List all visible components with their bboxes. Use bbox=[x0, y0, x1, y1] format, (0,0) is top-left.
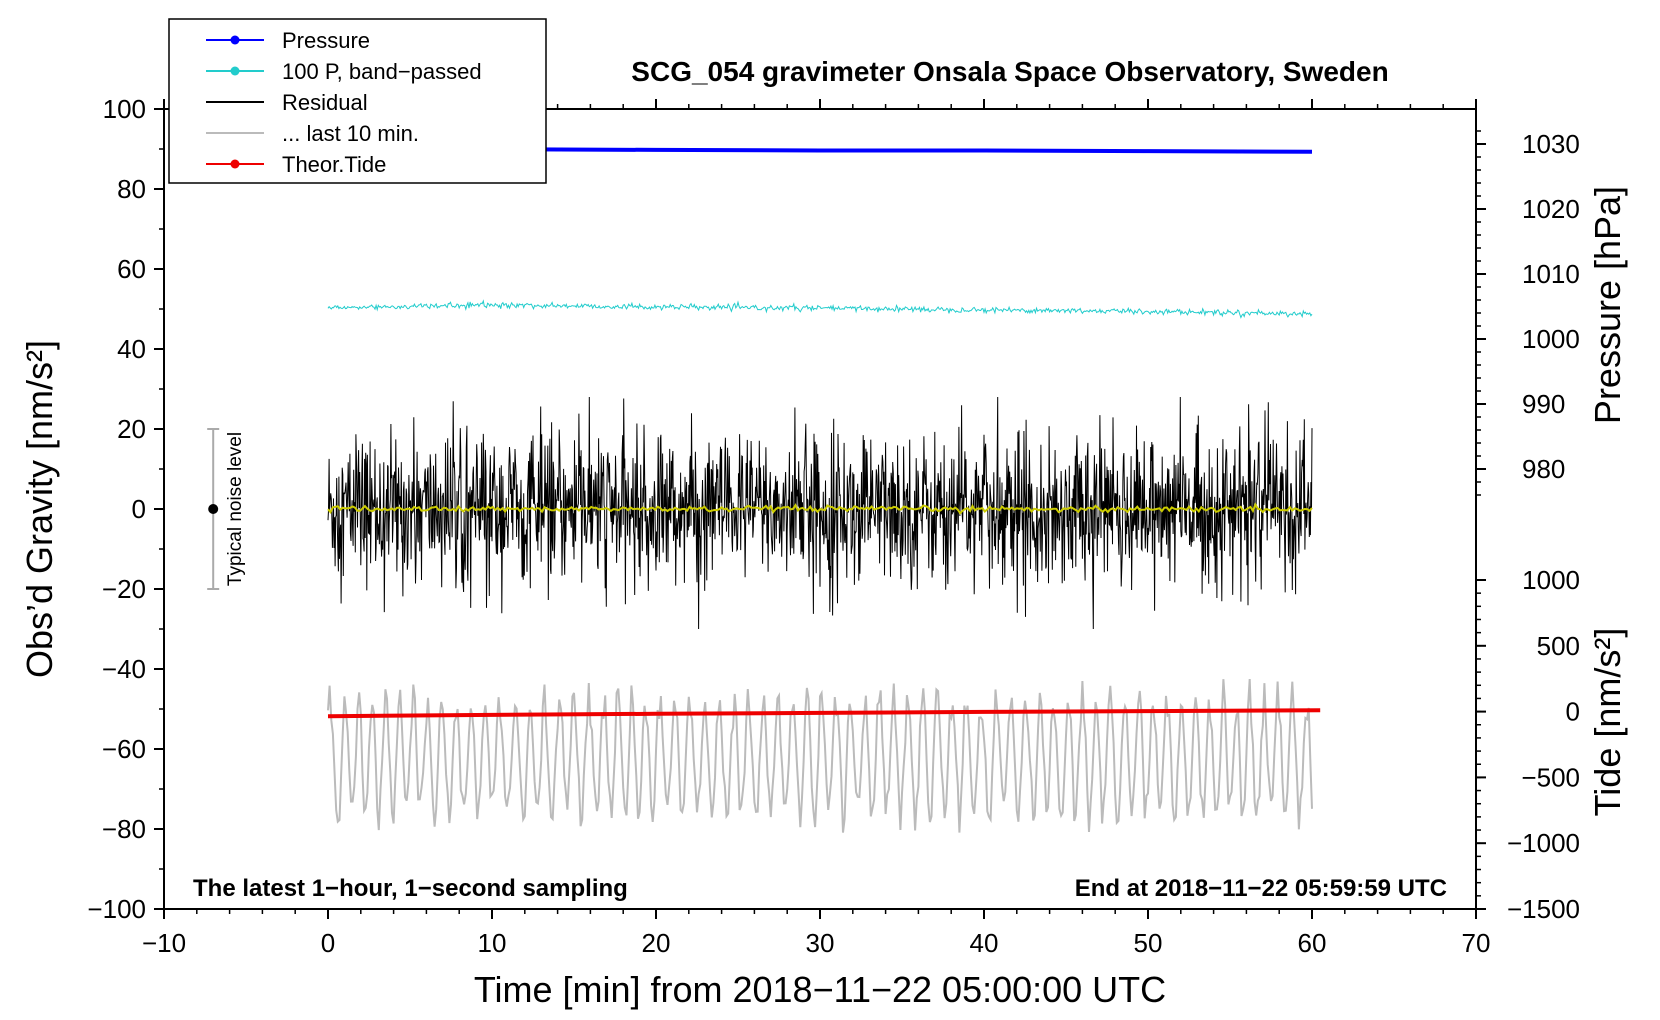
legend-label: Pressure bbox=[282, 28, 370, 53]
y-tick-label: 20 bbox=[117, 414, 146, 444]
axis-ticks: −10 0 10 20 30 40 50 60 70−100−80−60−40−20020406… bbox=[87, 94, 1580, 958]
y-tick-label: 40 bbox=[117, 334, 146, 364]
y-tick-label: −80 bbox=[102, 814, 146, 844]
legend-label: ... last 10 min. bbox=[282, 121, 419, 146]
series-last-10-min bbox=[327, 678, 1313, 833]
x-tick-label: 60 bbox=[1298, 928, 1327, 958]
y-tick-label: 60 bbox=[117, 254, 146, 284]
tide-tick-label: 0 bbox=[1566, 697, 1580, 727]
annotation-sampling: The latest 1−hour, 1−second sampling bbox=[193, 875, 628, 902]
y-tick-label: −40 bbox=[102, 654, 146, 684]
y-tick-label: 0 bbox=[132, 494, 146, 524]
legend-label: 100 P, band−passed bbox=[282, 59, 482, 84]
x-tick-label: 10 bbox=[478, 928, 507, 958]
legend-marker bbox=[230, 66, 240, 76]
legend: Pressure 100 P, band−passed Residual ... la… bbox=[168, 18, 547, 184]
x-tick-label: 30 bbox=[806, 928, 835, 958]
legend-marker bbox=[230, 159, 240, 169]
chart-title: SCG_054 gravimeter Onsala Space Observat… bbox=[631, 56, 1388, 87]
y-tick-label: −20 bbox=[102, 574, 146, 604]
x-tick-label: 70 bbox=[1462, 928, 1491, 958]
y-axis-label-tide: Tide [nm/s²] bbox=[1587, 628, 1628, 817]
pressure-tick-label: 990 bbox=[1522, 389, 1565, 419]
pressure-tick-label: 1000 bbox=[1522, 324, 1580, 354]
series-mean bbox=[327, 502, 1313, 515]
noise-indicator: Typical noise level bbox=[207, 428, 246, 590]
series-residual bbox=[327, 396, 1313, 630]
tide-tick-label: 1000 bbox=[1522, 565, 1580, 595]
tide-tick-label: −1500 bbox=[1507, 894, 1580, 924]
x-tick-label: 50 bbox=[1134, 928, 1163, 958]
pressure-tick-label: 980 bbox=[1522, 454, 1565, 484]
x-axis-label: Time [min] from 2018−11−22 05:00:00 UTC bbox=[474, 969, 1166, 1010]
pressure-tick-label: 1010 bbox=[1522, 259, 1580, 289]
y-tick-label: 100 bbox=[103, 94, 146, 124]
y-axis-label-left: Obs’d Gravity [nm/s²] bbox=[19, 340, 60, 678]
series-theor-tide bbox=[327, 708, 1321, 719]
y-tick-label: −60 bbox=[102, 734, 146, 764]
tide-tick-label: −500 bbox=[1521, 762, 1580, 792]
series-layer bbox=[327, 147, 1321, 833]
legend-label: Theor.Tide bbox=[282, 152, 386, 177]
x-tick-label: 40 bbox=[970, 928, 999, 958]
x-tick-label: −10 bbox=[142, 928, 186, 958]
x-tick-label: 20 bbox=[642, 928, 671, 958]
legend-marker bbox=[230, 35, 240, 45]
x-tick-label: 0 bbox=[321, 928, 335, 958]
noise-dot bbox=[208, 504, 219, 514]
y-tick-label: −100 bbox=[87, 894, 146, 924]
legend-label: Residual bbox=[282, 90, 368, 115]
noise-label: Typical noise level bbox=[225, 432, 246, 586]
pressure-tick-label: 1030 bbox=[1522, 129, 1580, 159]
y-axis-label-pressure: Pressure [hPa] bbox=[1587, 186, 1628, 424]
pressure-tick-label: 1020 bbox=[1522, 194, 1580, 224]
annotation-end-time: End at 2018−11−22 05:59:59 UTC bbox=[1075, 875, 1447, 902]
legend-entries: Pressure 100 P, band−passed Residual ... la… bbox=[206, 28, 482, 177]
tide-tick-label: 500 bbox=[1537, 631, 1580, 661]
series-band-passed bbox=[327, 299, 1313, 319]
tide-tick-label: −1000 bbox=[1507, 828, 1580, 858]
y-tick-label: 80 bbox=[117, 174, 146, 204]
